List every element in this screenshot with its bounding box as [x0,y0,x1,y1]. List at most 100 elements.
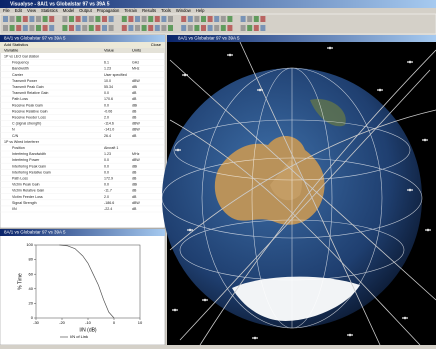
tool-button[interactable] [154,16,160,22]
table-cell: 0.0 [104,164,109,168]
table-cell: 1.23 [104,152,111,156]
menu-item[interactable]: Edit [15,8,23,13]
tool-button[interactable] [154,25,160,31]
tool-button[interactable] [227,16,233,22]
tool-button[interactable] [214,16,220,22]
tool-button[interactable] [16,16,22,22]
tool-button[interactable] [3,25,8,31]
tool-button[interactable] [42,25,48,31]
table-cell: MHz [132,152,140,156]
tool-button[interactable] [82,25,88,31]
tool-button[interactable] [240,25,246,31]
x-axis-label: I/N (dB) [79,327,97,333]
tool-button[interactable] [49,16,55,22]
tool-button[interactable] [141,25,147,31]
tool-button[interactable] [95,16,101,22]
tool-button[interactable] [227,25,233,31]
tool-button[interactable] [220,16,226,22]
tool-button[interactable] [161,16,167,22]
x-tick-label: -30 [33,320,40,325]
tool-button[interactable] [194,16,200,22]
table-cell: dBi [132,183,137,187]
tool-button[interactable] [253,25,259,31]
tool-button[interactable] [95,25,101,31]
tool-button[interactable] [240,16,246,22]
tool-button[interactable] [75,25,81,31]
tool-button[interactable] [135,25,140,31]
tool-button[interactable] [161,25,167,31]
close-button[interactable]: Close [151,42,162,47]
tool-button[interactable] [102,25,107,31]
tool-button[interactable] [214,25,220,31]
tool-button[interactable] [69,25,74,31]
menu-item[interactable]: File [3,8,10,13]
tool-button[interactable] [201,16,206,22]
tool-button[interactable] [141,16,147,22]
tool-button[interactable] [187,16,193,22]
menu-item[interactable]: Results [142,8,156,13]
tool-button[interactable] [220,25,226,31]
tool-button[interactable] [247,16,253,22]
satellite-body [427,228,429,232]
menu-item[interactable]: Terrain [124,8,137,13]
tool-button[interactable] [121,16,127,22]
tool-button[interactable] [108,16,114,22]
tool-button[interactable] [260,16,266,22]
tool-button[interactable] [253,16,259,22]
tool-button[interactable] [121,25,127,31]
tool-button[interactable] [29,16,35,22]
tool-button[interactable] [29,25,35,31]
table-cell: 55.34 [104,85,113,89]
tool-button[interactable] [88,25,94,31]
tool-button[interactable] [181,25,187,31]
table-cell: dB [132,115,137,119]
y-tick-label: 40 [29,286,34,291]
menu-item[interactable]: Help [196,8,205,13]
tool-button[interactable] [168,16,173,22]
tool-button[interactable] [49,25,55,31]
tool-button[interactable] [3,16,8,22]
tool-button[interactable] [201,25,206,31]
tool-button[interactable] [168,25,173,31]
tool-button[interactable] [247,25,253,31]
tool-button[interactable] [42,16,48,22]
menu-item[interactable]: Model [63,8,74,13]
tool-button[interactable] [148,25,154,31]
menu-item[interactable]: View [27,8,37,13]
tool-button[interactable] [22,25,28,31]
tool-button[interactable] [128,16,134,22]
menu-item[interactable]: Window [176,8,192,13]
table-cell: -0.06 [104,109,112,113]
tool-button[interactable] [62,25,68,31]
orbits [169,41,436,346]
satellite-body [189,228,191,232]
tool-button[interactable] [62,16,68,22]
tool-button[interactable] [207,16,213,22]
tool-button[interactable] [9,25,15,31]
tool-button[interactable] [181,16,187,22]
plot-title: 8A/1 vs Globalstar 97 vs 39A 5 [4,230,66,235]
tool-button[interactable] [75,16,81,22]
menu-item[interactable]: Statistics [41,8,58,13]
tool-button[interactable] [82,16,88,22]
menu-item[interactable]: Output [79,8,92,13]
tool-button[interactable] [9,16,15,22]
tool-button[interactable] [148,16,154,22]
tool-button[interactable] [36,16,41,22]
tool-button[interactable] [135,16,140,22]
tool-button[interactable] [128,25,134,31]
menu-item[interactable]: Tools [161,8,171,13]
tool-button[interactable] [194,25,200,31]
tool-button[interactable] [88,16,94,22]
menu-item[interactable]: Propagation [97,8,120,13]
tool-button[interactable] [69,16,74,22]
tool-button[interactable] [22,16,28,22]
tool-button[interactable] [36,25,41,31]
tool-button[interactable] [187,25,193,31]
tool-button[interactable] [16,25,22,31]
tool-button[interactable] [207,25,213,31]
add-statistics[interactable]: Add Statistics [4,42,28,47]
tool-button[interactable] [260,25,266,31]
tool-button[interactable] [108,25,114,31]
tool-button[interactable] [102,16,107,22]
